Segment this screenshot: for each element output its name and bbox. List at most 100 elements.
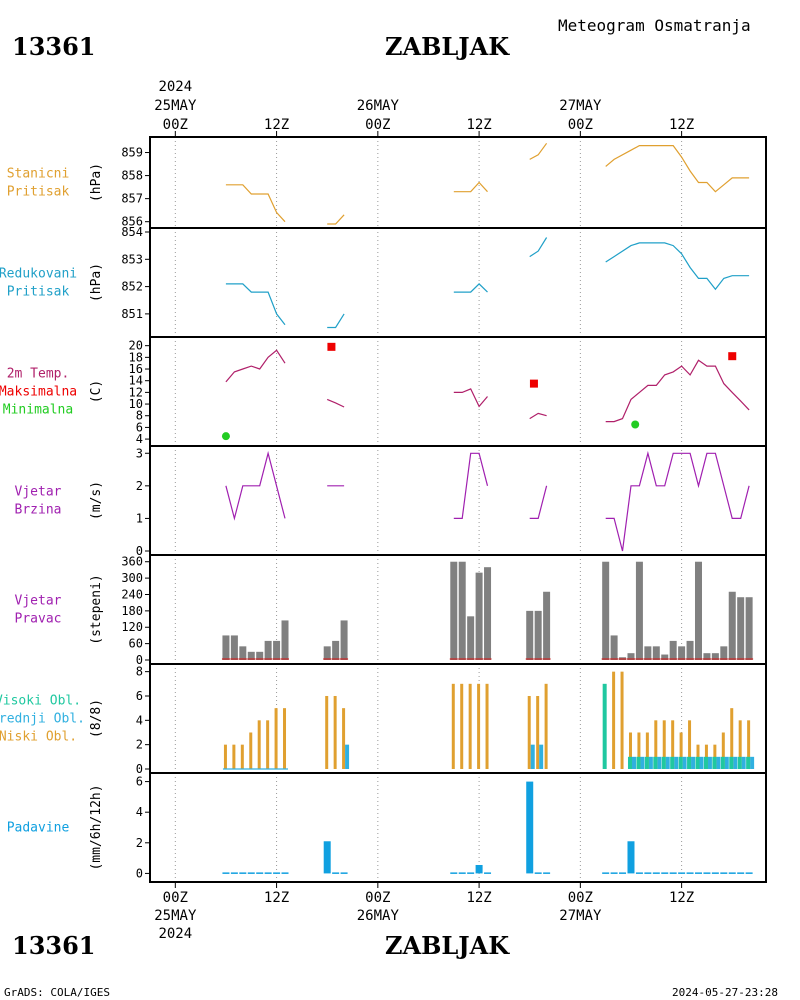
cloud-bar: [657, 756, 662, 769]
series-line: [453, 181, 488, 193]
precip-bar: [484, 872, 492, 874]
cloud-bar: [750, 756, 755, 769]
station-id-bottom: 13361: [12, 931, 96, 960]
y-tick-label: 854: [121, 225, 143, 239]
series-line: [605, 145, 750, 193]
precip-bar: [661, 872, 669, 874]
panel-title-line: Brzina: [15, 503, 62, 518]
panel-title-line: Pritisak: [7, 185, 70, 200]
panel-frame: [149, 227, 767, 338]
cloud-bar: [527, 695, 531, 769]
panel-title-line: Minimalna: [3, 403, 73, 418]
precip-bar: [534, 872, 542, 874]
y-tick-label: 0: [136, 762, 143, 776]
date-label-top: 25MAY: [154, 98, 197, 114]
y-tick-label: 16: [129, 362, 143, 376]
y-tick-label: 858: [121, 169, 143, 183]
precip-bar: [635, 872, 643, 874]
time-tick-label-top: 12Z: [466, 117, 491, 133]
y-tick-label: 20: [129, 339, 143, 353]
y-tick-label: 10: [129, 397, 143, 411]
cloud-bar: [274, 708, 278, 769]
wind-dir-bar: [534, 610, 542, 660]
precip-bar: [450, 872, 458, 874]
series-line: [453, 388, 488, 408]
panel-title-line: Niski Obl.: [0, 730, 77, 745]
cloud-bar: [682, 756, 687, 769]
precip-bar: [281, 872, 289, 874]
time-tick-label-top: 00Z: [163, 117, 188, 133]
precip-bar: [627, 841, 635, 874]
wind-dir-bar: [728, 591, 736, 660]
wind-dir-bar: [323, 646, 331, 660]
year-label-bottom: 2024: [158, 926, 192, 942]
precip-bar: [340, 872, 348, 874]
panel-redukovani: 851 852 853 854 (hPa) Redukovani Pritisak: [0, 225, 767, 338]
cloud-bar: [539, 744, 544, 769]
y-tick-label: 18: [129, 350, 143, 364]
cloud-bar: [741, 756, 746, 769]
y-tick-label: 851: [121, 307, 143, 321]
cloud-bar: [671, 720, 675, 769]
precip-bar: [526, 781, 534, 874]
series-line: [225, 184, 286, 223]
wind-dir-bar: [669, 640, 677, 660]
precip-bar: [247, 872, 255, 874]
cloud-bar: [468, 683, 472, 769]
cloud-bar: [223, 744, 227, 769]
panel-stanicni: 856 857 858 859 (hPa) Stanicni Pritisak: [7, 136, 767, 229]
plot-area: 856857858859(hPa)StanicniPritisak8518528…: [0, 79, 767, 942]
panel-title-line: Pritisak: [7, 285, 70, 300]
station-id-top: 13361: [12, 32, 96, 61]
panel-title-line: Maksimalna: [0, 385, 77, 400]
cloud-bar: [342, 708, 346, 769]
wind-dir-bar: [610, 635, 618, 660]
series-line: [327, 214, 345, 225]
precip-bar: [467, 872, 475, 874]
panel-title-line: Pravac: [15, 612, 62, 627]
cloud-bar: [451, 683, 455, 769]
series-line: [225, 349, 286, 383]
cloud-bar: [665, 756, 670, 769]
cloud-bar: [240, 744, 244, 769]
precip-bar: [543, 872, 551, 874]
cloud-bar: [733, 756, 738, 769]
time-tick-label-bottom: 00Z: [568, 890, 593, 906]
y-tick-label: 859: [121, 146, 143, 160]
cloud-bar: [738, 720, 742, 769]
y-axis-label: (stepeni): [89, 574, 104, 644]
y-tick-label: 4: [136, 432, 143, 446]
wind-dir-bar: [450, 561, 458, 660]
y-tick-label: 300: [121, 571, 143, 585]
time-tick-label-top: 00Z: [365, 117, 390, 133]
series-line: [225, 283, 286, 326]
wind-dir-bar: [627, 653, 635, 660]
cloud-bar: [746, 756, 751, 769]
y-tick-label: 3: [136, 446, 143, 460]
precip-bar: [256, 872, 264, 874]
cloud-bar: [653, 756, 658, 769]
cloud-bar: [712, 756, 717, 769]
tmax-marker: [728, 352, 737, 361]
time-tick-label-bottom: 00Z: [365, 890, 390, 906]
y-axis-label: (C): [89, 380, 104, 403]
precip-bar: [669, 872, 677, 874]
precip-bar: [222, 872, 230, 874]
wind-dir-bar: [526, 610, 534, 660]
y-tick-label: 60: [129, 637, 143, 651]
series-line: [529, 237, 548, 258]
cloud-bar: [654, 720, 658, 769]
wind-dir-bar: [635, 561, 643, 660]
y-axis-label: (hPa): [89, 263, 104, 302]
precip-bar: [652, 872, 660, 874]
wind-dir-bar: [644, 646, 652, 660]
date-label-bottom: 27MAY: [559, 908, 602, 924]
cloud-bar: [257, 720, 261, 769]
cloud-bar: [627, 756, 632, 769]
cloud-bar: [662, 720, 666, 769]
panel-clouds: 0 2 4 6 8 (8/8) Visoki Obl. Srednji Obl. Niski O…: [0, 663, 767, 776]
cloud-bar: [730, 708, 734, 769]
precip-bar: [475, 864, 483, 874]
